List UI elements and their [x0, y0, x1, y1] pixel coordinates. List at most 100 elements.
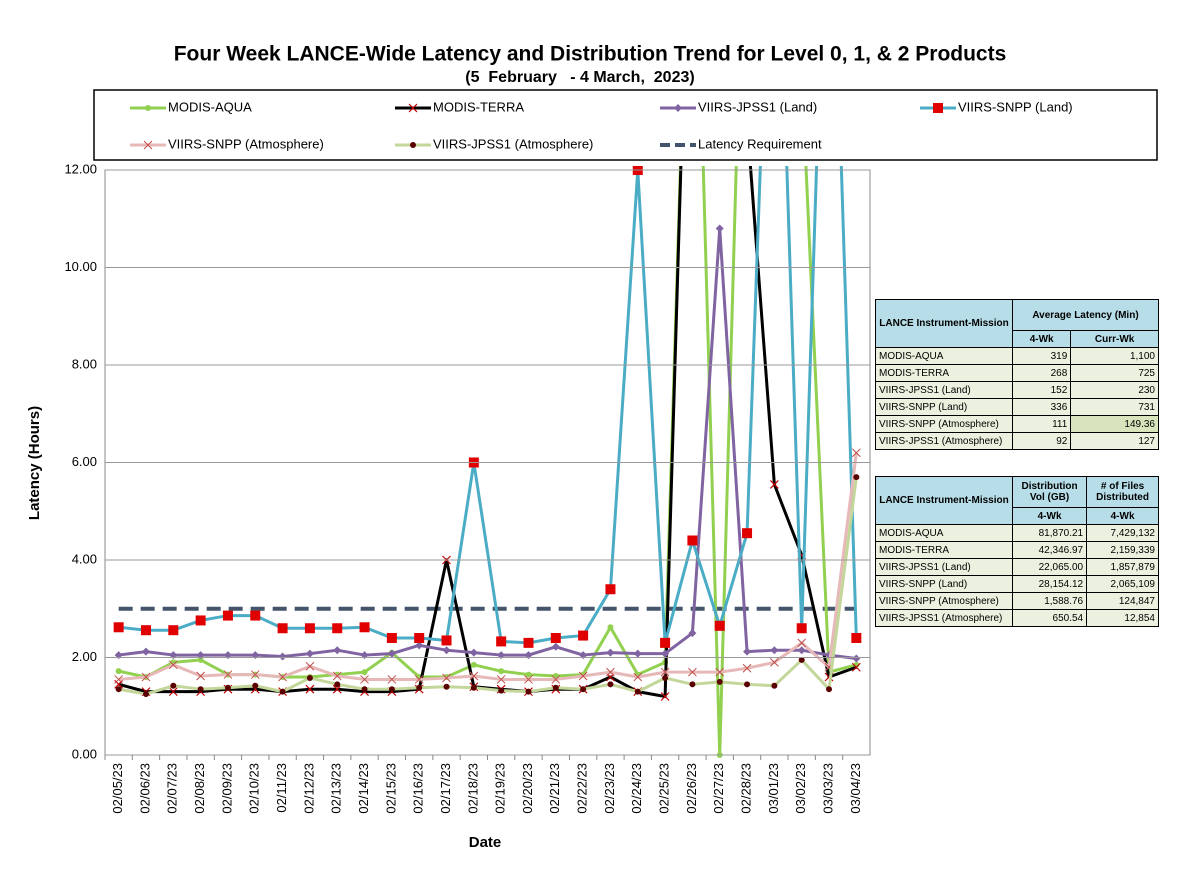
y-tick-label: 4.00 [72, 551, 97, 566]
marker [523, 637, 534, 648]
marker [360, 675, 369, 684]
x-axis-label: Date [469, 834, 502, 851]
x-tick-label: 02/28/23 [738, 763, 753, 814]
x-tick-label: 02/23/23 [602, 763, 617, 814]
marker [688, 629, 697, 638]
marker [414, 675, 424, 684]
x-tick-label: 02/26/23 [684, 763, 699, 814]
x-tick-label: 02/10/23 [247, 763, 262, 814]
table-cell: 1,588.76 [1011, 592, 1088, 610]
x-tick-label: 02/15/23 [383, 763, 398, 814]
marker [305, 661, 315, 671]
x-tick-label: 02/18/23 [465, 763, 480, 814]
marker [170, 682, 177, 689]
marker [470, 684, 477, 691]
x-tick-label: 02/21/23 [547, 763, 562, 814]
marker [333, 646, 342, 655]
marker [633, 672, 643, 682]
marker [279, 688, 286, 695]
marker [799, 70, 805, 76]
x-tick-label: 02/08/23 [192, 763, 207, 814]
legend-label: VIIRS-SNPP (Land) [958, 99, 1073, 114]
marker [250, 610, 261, 621]
x-tick-label: 02/05/23 [110, 763, 125, 814]
header-cell: Distribution Vol (GB) [1011, 476, 1088, 508]
marker [797, 646, 806, 655]
marker [714, 620, 725, 631]
marker [744, 681, 751, 688]
marker [278, 672, 287, 682]
chart-subtitle: (5 February - 4 March, 2023) [465, 69, 694, 86]
table-cell: 92 [1011, 432, 1072, 450]
marker [168, 687, 178, 697]
header-cell: # of Files Distributed [1086, 476, 1159, 508]
marker [770, 646, 779, 655]
marker [607, 681, 614, 688]
x-tick-label: 02/14/23 [356, 763, 371, 814]
marker [552, 684, 559, 691]
table-row: VIIRS-SNPP (Land) 28,154.12 2,065,109 [875, 575, 1159, 593]
table-cell: 319 [1011, 347, 1072, 365]
marker [606, 667, 615, 677]
table-row: MODIS-AQUA 319 1,100 [875, 347, 1159, 365]
header-cell: LANCE Instrument-Mission [875, 299, 1013, 348]
legend-marker [410, 142, 416, 148]
marker [443, 683, 450, 690]
plot-area [113, 70, 862, 758]
x-tick-label: 02/22/23 [575, 763, 590, 814]
marker [441, 635, 452, 646]
marker [387, 675, 397, 684]
marker [496, 675, 506, 684]
legend-label: VIIRS-SNPP (Atmosphere) [168, 136, 324, 151]
y-tick-label: 12.00 [64, 161, 97, 176]
series-line [118, 166, 858, 645]
marker [769, 480, 779, 489]
table-cell: VIIRS-SNPP (Land) [875, 575, 1013, 593]
table-row: MODIS-TERRA 268 725 [875, 364, 1159, 382]
table-cell: 1,857,879 [1086, 558, 1159, 576]
table-cell: 230 [1070, 381, 1159, 399]
marker [114, 675, 124, 684]
marker [716, 678, 723, 685]
marker [223, 670, 233, 679]
marker [551, 642, 560, 651]
x-tick-label: 02/20/23 [520, 763, 535, 814]
marker [580, 686, 587, 693]
marker [525, 688, 532, 695]
marker [525, 671, 532, 678]
x-tick-label: 02/25/23 [657, 763, 672, 814]
marker [305, 649, 314, 658]
marker [826, 686, 833, 693]
x-tick-label: 03/04/23 [848, 763, 863, 814]
marker [168, 625, 179, 636]
marker [416, 684, 423, 691]
subheader-row: 4-Wk 4-Wk [876, 507, 1159, 525]
table-cell: VIIRS-JPSS1 (Land) [875, 558, 1013, 576]
subheader-cell: 4-Wk [1011, 507, 1088, 525]
marker [304, 623, 315, 634]
x-tick-label: 03/01/23 [766, 763, 781, 814]
legend-label: VIIRS-JPSS1 (Land) [698, 99, 817, 114]
subheader-row: 4-Wk Curr-Wk [876, 330, 1159, 348]
table-row: VIIRS-SNPP (Atmosphere) 111 149.36 [875, 415, 1159, 433]
marker [305, 684, 315, 694]
marker [197, 656, 204, 663]
table-cell: 650.54 [1011, 609, 1088, 627]
marker [498, 687, 505, 694]
legend-label: MODIS-AQUA [168, 99, 252, 114]
table-cell: MODIS-AQUA [875, 524, 1013, 542]
marker [660, 637, 671, 648]
x-tick-label: 02/19/23 [493, 763, 508, 814]
marker [851, 448, 861, 458]
marker [661, 649, 670, 658]
x-tick-label: 03/02/23 [793, 763, 808, 814]
marker [442, 646, 451, 655]
marker [851, 633, 862, 643]
marker [715, 224, 724, 233]
legend-marker [143, 140, 153, 150]
table-row: VIIRS-JPSS1 (Land) 22,065.00 1,857,879 [875, 558, 1159, 576]
marker [771, 682, 778, 689]
y-tick-label: 2.00 [72, 649, 97, 664]
table-cell: 268 [1011, 364, 1072, 382]
x-tick-label: 02/13/23 [329, 763, 344, 814]
